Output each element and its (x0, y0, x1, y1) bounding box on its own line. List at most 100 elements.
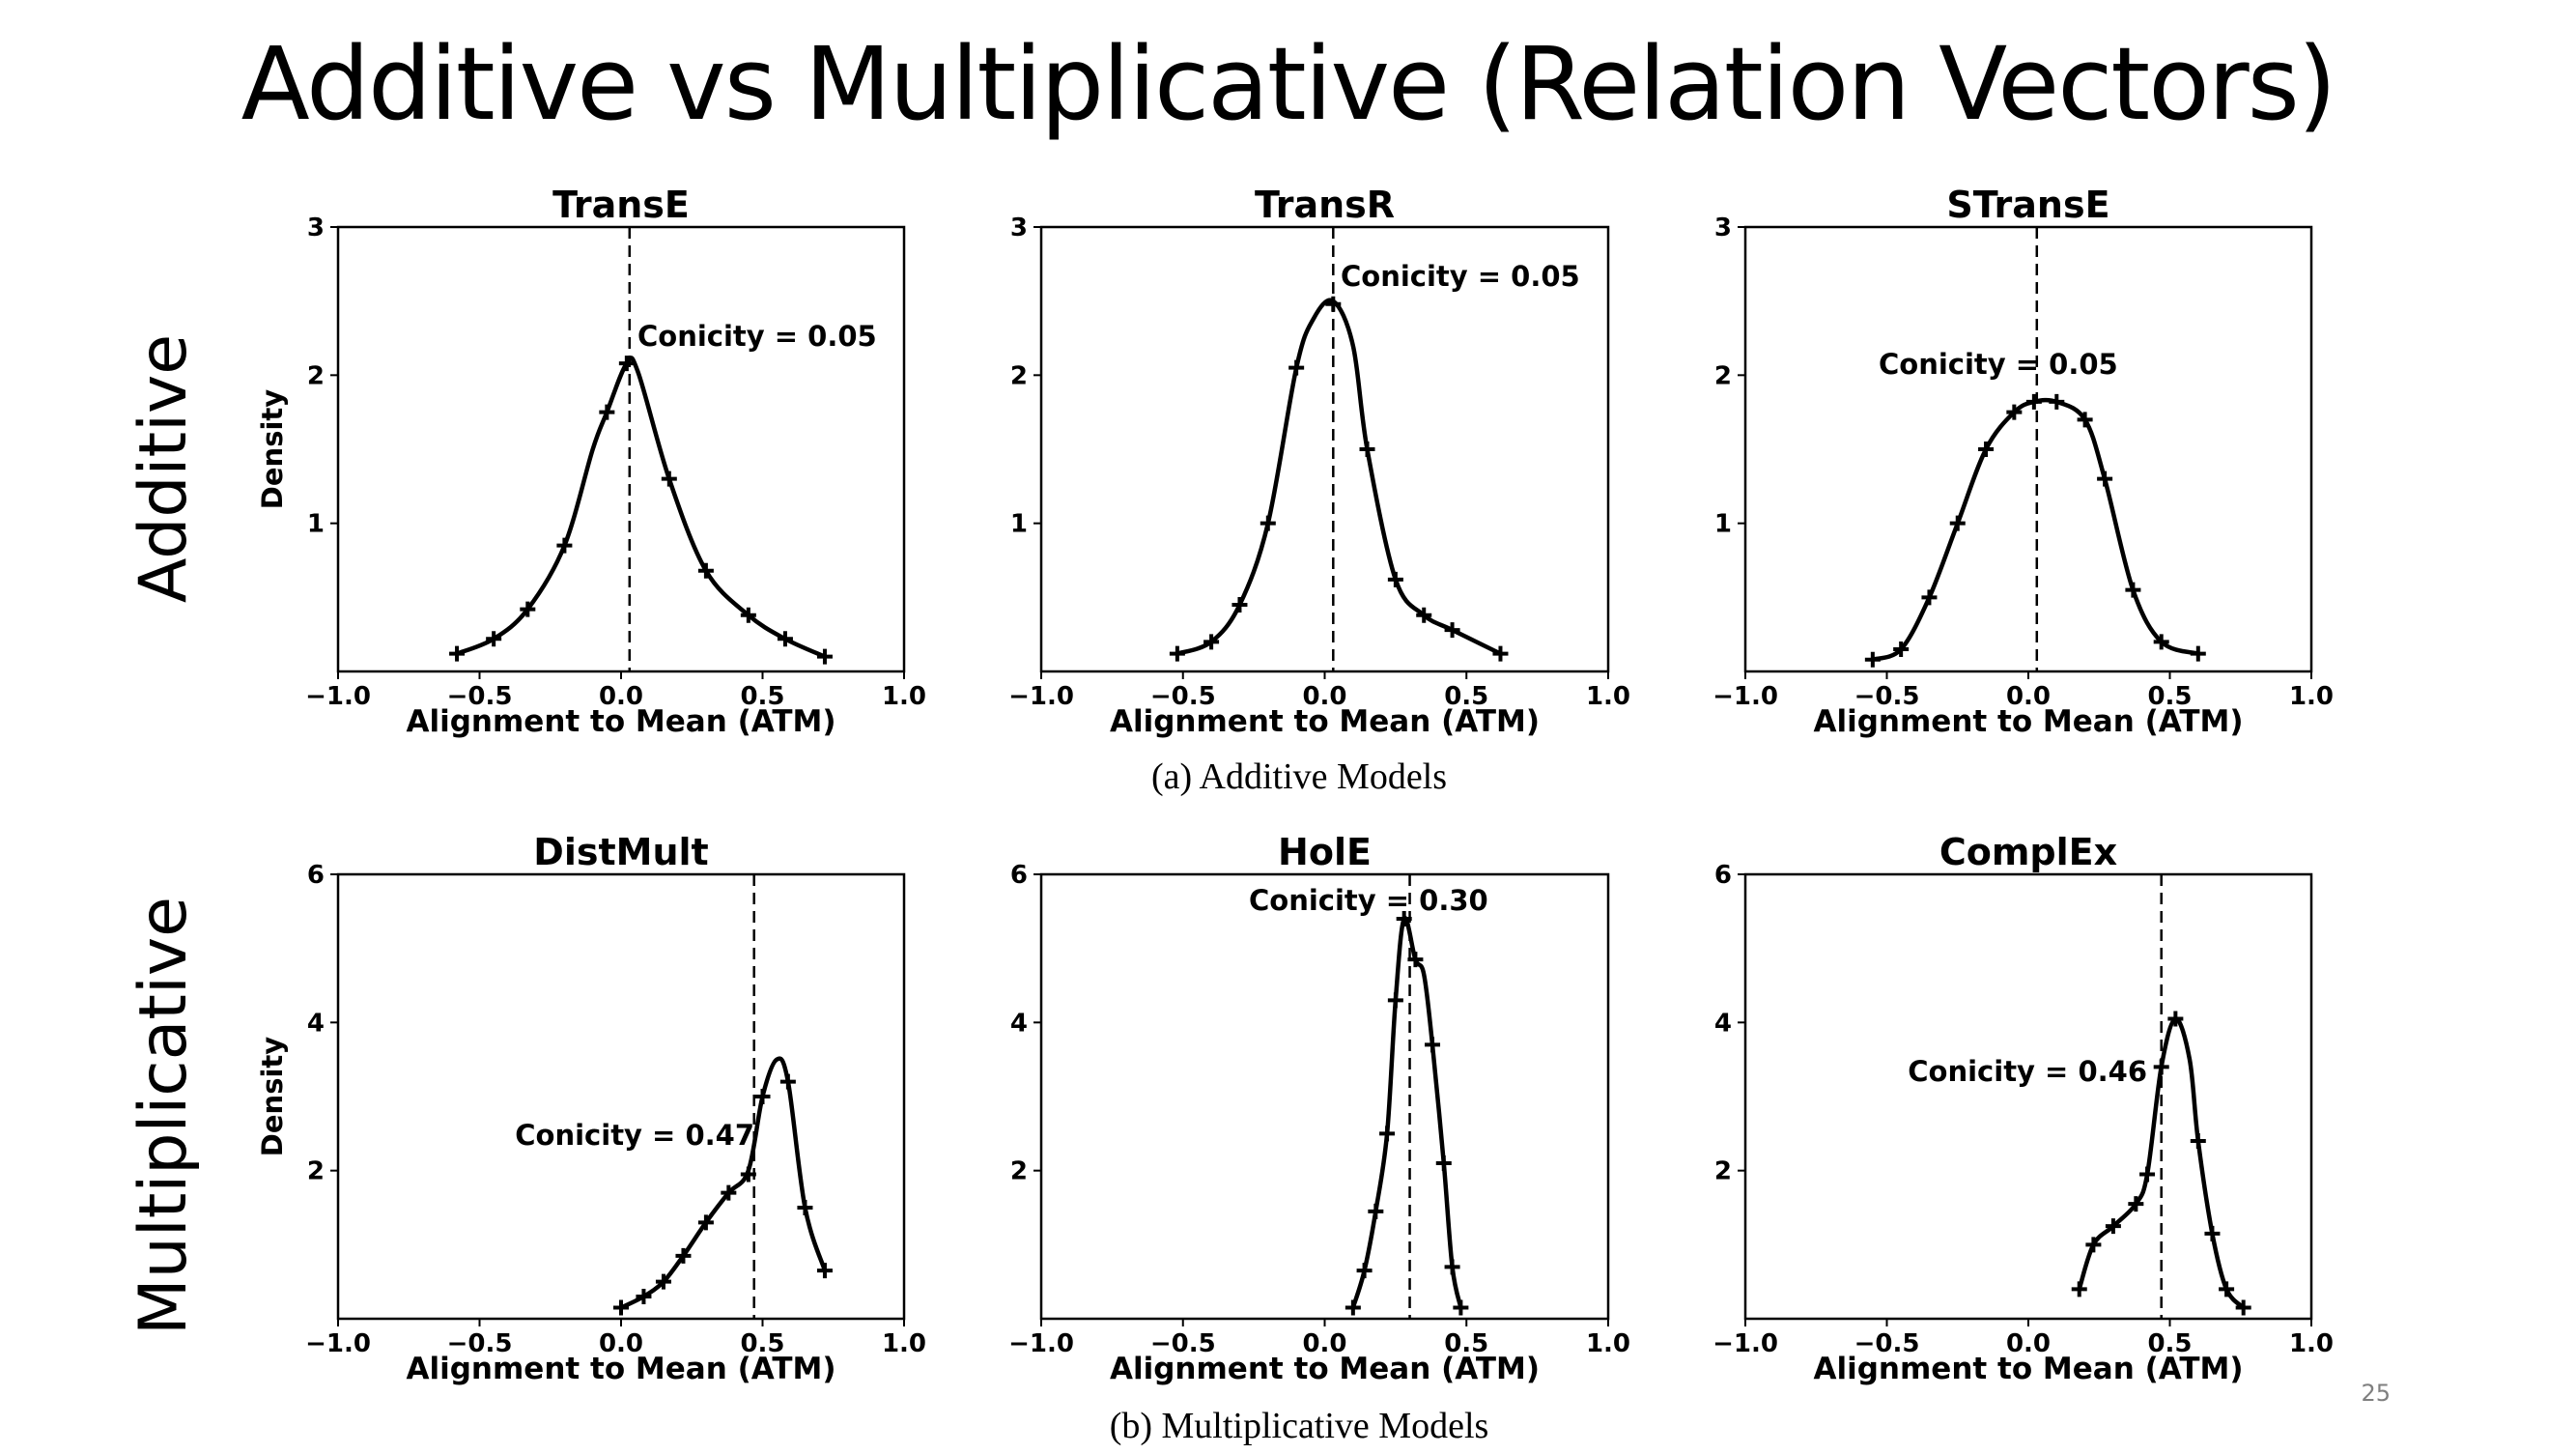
distmult-data-point-marker (675, 1247, 692, 1264)
complex-x-tick-label: 0.5 (2147, 1329, 2192, 1358)
transe-x-tick-label: 1.0 (882, 682, 926, 711)
hole-y-tick-label: 6 (1010, 861, 1028, 890)
slide-title: Additive vs Multiplicative (Relation Vec… (241, 25, 2337, 143)
transe-data-point-marker (556, 537, 573, 554)
distmult-data-point-marker (613, 1299, 629, 1316)
transr-conicity-annotation: Conicity = 0.05 (1341, 260, 1580, 293)
transr-x-tick-label: 0.5 (1444, 682, 1488, 711)
complex-data-point-marker (2105, 1218, 2121, 1235)
transe-data-point-marker (618, 356, 635, 372)
stranse-data-point-marker (2049, 393, 2065, 410)
stranse-x-tick-label: −1.0 (1713, 682, 1778, 711)
complex-y-tick-label: 6 (1714, 861, 1732, 890)
hole-x-tick-label: −1.0 (1008, 1329, 1074, 1358)
stranse-conicity-annotation: Conicity = 0.05 (1879, 348, 2118, 381)
distmult-x-tick-label: 0.5 (740, 1329, 784, 1358)
transe-data-point-marker (777, 631, 793, 647)
complex-x-tick-label: 0.0 (2006, 1329, 2051, 1358)
distmult-data-point-marker (779, 1073, 796, 1090)
distmult-x-tick-label: −1.0 (305, 1329, 371, 1358)
hole-data-point-marker (1407, 952, 1424, 968)
stranse-x-tick-label: 0.5 (2147, 682, 2192, 711)
complex-y-tick-label: 4 (1714, 1009, 1732, 1038)
hole-plot-frame (1039, 872, 1610, 1321)
transe-conicity-annotation: Conicity = 0.05 (637, 320, 877, 353)
distmult-data-point-marker (636, 1289, 652, 1304)
transe-y-axis-label: Density (256, 389, 289, 509)
complex-data-point-marker (2190, 1133, 2206, 1149)
complex-data-point-marker (2219, 1281, 2235, 1297)
distmult-chart-title: DistMult (533, 831, 708, 873)
stranse-data-point-marker (1864, 651, 1881, 668)
transr-data-point-marker (1325, 296, 1342, 312)
stranse-x-axis-label: Alignment to Mean (ATM) (1814, 704, 2244, 739)
transe-density-curve (456, 356, 826, 659)
hole-x-tick-label: 0.5 (1444, 1329, 1488, 1358)
complex-chart-title: ComplEx (1939, 831, 2117, 873)
complex-data-point-marker (2071, 1281, 2087, 1297)
transr-density-curve (1176, 298, 1502, 656)
complex-data-point-marker (2153, 1059, 2169, 1075)
stranse-plot-frame (1743, 225, 2313, 673)
hole-chart-title: HolE (1278, 831, 1372, 873)
hole-x-axis-label: Alignment to Mean (ATM) (1110, 1352, 1540, 1386)
transr-x-axis-label: Alignment to Mean (ATM) (1110, 704, 1540, 739)
hole-data-point-marker (1368, 1203, 1384, 1219)
distmult-data-point-marker (754, 1089, 771, 1104)
transe-data-point-marker (520, 601, 536, 617)
stranse-density-curve (1872, 397, 2199, 662)
stranse-x-tick-label: 1.0 (2289, 682, 2334, 711)
transe-plot-frame (336, 225, 906, 673)
transr-x-tick-label: 1.0 (1586, 682, 1630, 711)
transr-chart-title: TransR (1255, 184, 1395, 226)
distmult-x-tick-label: 1.0 (882, 1329, 926, 1358)
transe-data-point-marker (740, 607, 756, 623)
transe-data-point-marker (816, 648, 833, 665)
hole-y-tick-label: 2 (1010, 1157, 1028, 1186)
transe-x-tick-label: −1.0 (305, 682, 371, 711)
hole-x-tick-label: 1.0 (1586, 1329, 1630, 1358)
distmult-density-curve (620, 1056, 828, 1310)
stranse-data-point-marker (2097, 470, 2113, 487)
transr-y-tick-label: 2 (1010, 361, 1028, 390)
hole-data-point-marker (1379, 1126, 1396, 1142)
stranse-x-tick-label: −0.5 (1854, 682, 1920, 711)
transe-chart-title: TransE (552, 184, 690, 226)
complex-data-point-marker (2167, 1011, 2184, 1027)
transr-data-point-marker (1203, 634, 1220, 650)
page-number: 25 (2361, 1380, 2391, 1407)
distmult-data-point-marker (697, 1214, 714, 1231)
complex-data-point-marker (2204, 1225, 2221, 1241)
transe-y-tick-label: 1 (307, 510, 325, 539)
transr-x-tick-label: 0.0 (1302, 682, 1346, 711)
stranse-data-point-marker (2025, 393, 2042, 410)
stranse-x-tick-label: 0.0 (2006, 682, 2051, 711)
complex-y-tick-label: 2 (1714, 1157, 1732, 1186)
transr-data-point-marker (1169, 645, 1185, 662)
hole-conicity-annotation: Conicity = 0.30 (1249, 884, 1488, 917)
transe-data-point-marker (661, 470, 677, 487)
transr-data-point-marker (1260, 515, 1276, 531)
complex-data-point-marker (2128, 1196, 2144, 1212)
hole-data-point-marker (1425, 1037, 1441, 1053)
stranse-y-tick-label: 2 (1714, 361, 1732, 390)
stranse-y-tick-label: 3 (1714, 214, 1732, 242)
hole-data-point-marker (1396, 911, 1412, 927)
hole-density-curve (1350, 916, 1463, 1309)
hole-y-tick-label: 4 (1010, 1009, 1028, 1038)
transr-plot-frame (1039, 225, 1610, 673)
distmult-y-tick-label: 4 (307, 1009, 325, 1038)
transe-x-tick-label: 0.0 (599, 682, 643, 711)
transe-y-tick-label: 3 (307, 214, 325, 242)
stranse-data-point-marker (2006, 404, 2023, 420)
hole-data-point-marker (1453, 1299, 1469, 1316)
stranse-data-point-marker (1978, 442, 1995, 457)
transe-x-axis-label: Alignment to Mean (ATM) (407, 704, 836, 739)
stranse-data-point-marker (1893, 641, 1910, 657)
transr-data-point-marker (1288, 359, 1305, 376)
transr-y-tick-label: 3 (1010, 214, 1028, 242)
transe-x-tick-label: −0.5 (447, 682, 513, 711)
hole-x-tick-label: −0.5 (1150, 1329, 1216, 1358)
distmult-x-axis-label: Alignment to Mean (ATM) (407, 1352, 836, 1386)
transr-data-point-marker (1416, 607, 1432, 623)
